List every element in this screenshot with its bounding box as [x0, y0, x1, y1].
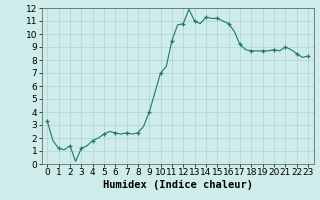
X-axis label: Humidex (Indice chaleur): Humidex (Indice chaleur): [103, 180, 252, 190]
